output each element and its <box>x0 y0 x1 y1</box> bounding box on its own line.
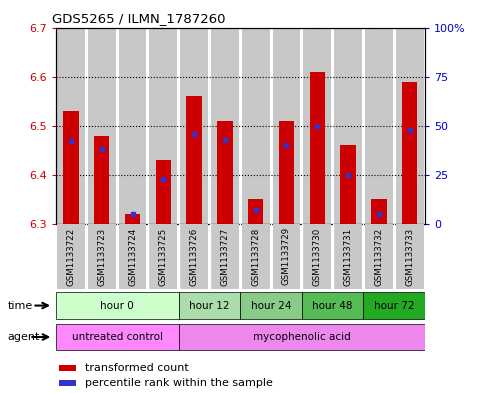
Bar <box>217 121 233 224</box>
Bar <box>156 160 171 224</box>
Bar <box>310 72 325 224</box>
Text: hour 24: hour 24 <box>251 301 291 310</box>
Bar <box>334 224 362 289</box>
Bar <box>371 200 386 224</box>
Text: hour 48: hour 48 <box>313 301 353 310</box>
Text: GSM1133726: GSM1133726 <box>190 227 199 285</box>
Text: GSM1133722: GSM1133722 <box>67 227 75 285</box>
Text: GSM1133731: GSM1133731 <box>343 227 353 285</box>
Bar <box>242 28 270 224</box>
Text: hour 12: hour 12 <box>189 301 230 310</box>
Bar <box>58 380 76 386</box>
Bar <box>57 28 85 224</box>
Bar <box>57 224 85 289</box>
Text: time: time <box>7 301 32 310</box>
Text: mycophenolic acid: mycophenolic acid <box>253 332 351 342</box>
Text: hour 72: hour 72 <box>374 301 414 310</box>
Bar <box>88 224 115 289</box>
Text: untreated control: untreated control <box>71 332 163 342</box>
Bar <box>211 28 239 224</box>
Text: GDS5265 / ILMN_1787260: GDS5265 / ILMN_1787260 <box>52 12 226 25</box>
Bar <box>149 28 177 224</box>
Bar <box>242 224 270 289</box>
Bar <box>396 224 424 289</box>
Bar <box>119 224 146 289</box>
Bar <box>56 324 179 350</box>
Text: agent: agent <box>7 332 40 342</box>
Bar <box>334 28 362 224</box>
Bar <box>341 145 356 224</box>
Text: GSM1133730: GSM1133730 <box>313 227 322 285</box>
Bar <box>119 28 146 224</box>
Text: GSM1133725: GSM1133725 <box>159 227 168 285</box>
Bar <box>240 292 302 319</box>
Bar <box>396 28 424 224</box>
Bar <box>88 28 115 224</box>
Text: GSM1133724: GSM1133724 <box>128 227 137 285</box>
Bar <box>179 292 240 319</box>
Text: GSM1133728: GSM1133728 <box>251 227 260 285</box>
Bar <box>211 224 239 289</box>
Bar <box>94 136 110 224</box>
Bar <box>63 111 79 224</box>
Bar <box>149 224 177 289</box>
Bar <box>58 365 76 371</box>
Bar <box>180 28 208 224</box>
Text: GSM1133729: GSM1133729 <box>282 227 291 285</box>
Bar <box>248 200 263 224</box>
Bar <box>179 324 425 350</box>
Bar <box>125 214 140 224</box>
Text: percentile rank within the sample: percentile rank within the sample <box>85 378 273 388</box>
Text: hour 0: hour 0 <box>100 301 134 310</box>
Bar <box>56 292 179 319</box>
Bar <box>364 292 425 319</box>
Bar <box>365 28 393 224</box>
Bar <box>402 82 417 224</box>
Bar <box>272 224 300 289</box>
Text: GSM1133733: GSM1133733 <box>405 227 414 285</box>
Text: GSM1133727: GSM1133727 <box>220 227 229 285</box>
Bar <box>272 28 300 224</box>
Bar <box>365 224 393 289</box>
Text: GSM1133723: GSM1133723 <box>97 227 106 285</box>
Bar <box>303 28 331 224</box>
Text: transformed count: transformed count <box>85 363 189 373</box>
Bar <box>279 121 294 224</box>
Bar <box>180 224 208 289</box>
Bar <box>303 224 331 289</box>
Text: GSM1133732: GSM1133732 <box>374 227 384 285</box>
Bar <box>186 96 202 224</box>
Bar <box>302 292 364 319</box>
